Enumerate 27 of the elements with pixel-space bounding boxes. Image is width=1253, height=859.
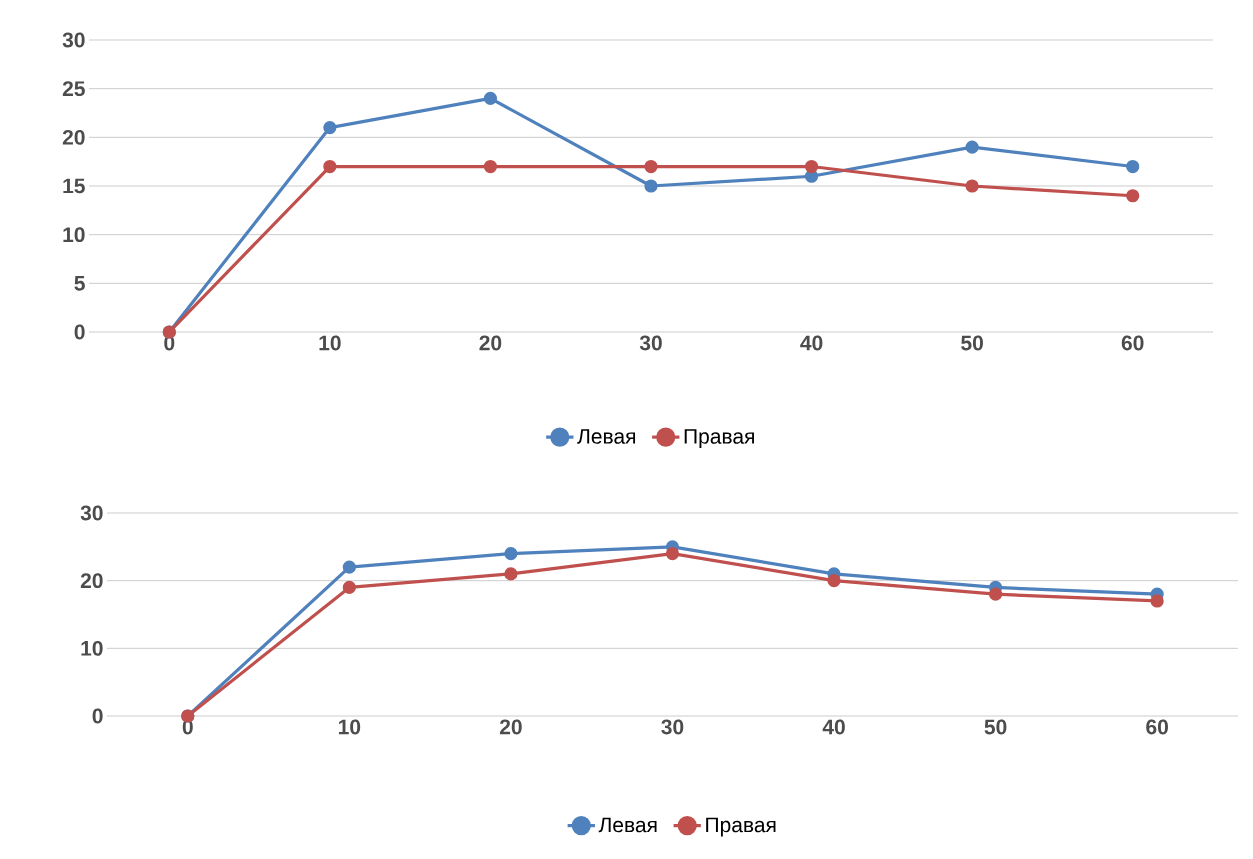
x-tick-label: 20 xyxy=(499,719,522,735)
y-tick-label: 30 xyxy=(80,505,103,521)
legend-label: Левая xyxy=(598,817,657,833)
x-tick-label: 60 xyxy=(1146,719,1168,735)
x-tick-label: 10 xyxy=(338,719,361,735)
y-tick-label: 20 xyxy=(80,573,103,589)
y-tick-label: 0 xyxy=(92,708,103,724)
x-tick-label: 60 xyxy=(1121,335,1144,351)
x-tick-label: 50 xyxy=(984,719,1007,735)
x-tick-label: 20 xyxy=(479,335,502,351)
y-tick-label: 0 xyxy=(74,324,85,340)
x-tick-label: 50 xyxy=(961,335,983,351)
legend-label: Левая xyxy=(577,429,636,444)
y-tick-label: 30 xyxy=(62,32,85,48)
y-tick-label: 5 xyxy=(74,276,85,291)
x-tick-label: 30 xyxy=(639,335,662,351)
y-tick-label: 25 xyxy=(62,81,85,97)
y-tick-label: 10 xyxy=(63,227,85,243)
legend-label: Правая xyxy=(684,429,754,448)
y-tick-label: 20 xyxy=(62,129,85,145)
x-tick-label: 30 xyxy=(661,719,684,735)
y-tick-label: 10 xyxy=(81,640,103,656)
legend-label: Правая xyxy=(706,817,776,837)
x-tick-label: 40 xyxy=(822,719,845,735)
y-tick-label: 15 xyxy=(63,178,85,194)
x-tick-label: 10 xyxy=(319,335,341,351)
x-tick-label: 40 xyxy=(800,335,823,351)
